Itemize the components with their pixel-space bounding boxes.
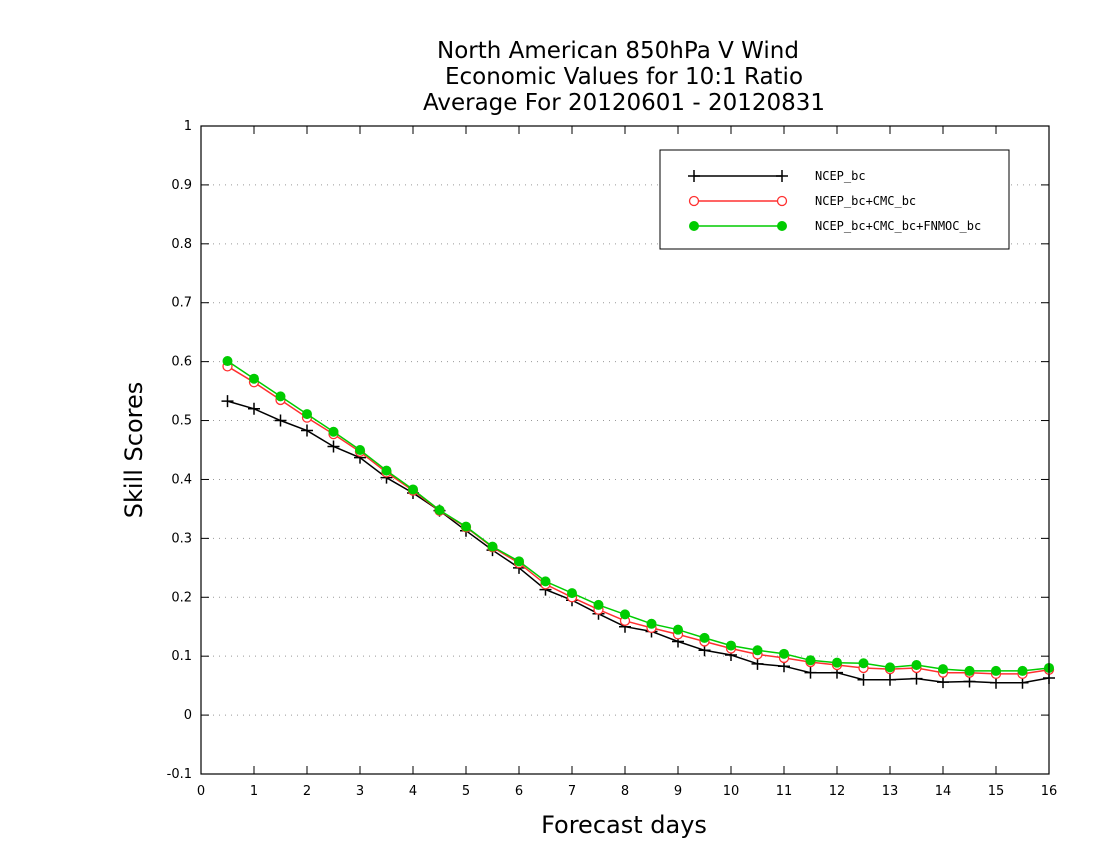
series-layer bbox=[221, 356, 1055, 689]
legend-label: NCEP_bc bbox=[815, 169, 866, 183]
data-point bbox=[248, 402, 260, 415]
legend-entry: NCEP_bc+CMC_bc bbox=[688, 194, 916, 208]
y-tick-label: 0.1 bbox=[171, 649, 192, 664]
x-tick-label: 13 bbox=[882, 784, 899, 799]
data-point bbox=[274, 414, 287, 427]
x-axis-label: Forecast days bbox=[541, 811, 707, 839]
legend-label: NCEP_bc+CMC_bc+FNMOC_bc bbox=[815, 219, 981, 233]
data-point bbox=[593, 599, 604, 610]
data-point bbox=[381, 465, 392, 476]
data-point bbox=[832, 657, 842, 668]
x-tick-label: 2 bbox=[303, 784, 311, 799]
data-point bbox=[620, 609, 630, 620]
data-point bbox=[1017, 665, 1028, 676]
data-point bbox=[221, 395, 234, 408]
x-tick-label: 12 bbox=[829, 784, 846, 799]
legend: NCEP_bc NCEP_bc+CMC_bc NCEP_bc+CMC_bc+FNMO… bbox=[659, 149, 1010, 250]
data-point bbox=[434, 505, 445, 516]
data-point bbox=[688, 170, 700, 182]
data-point bbox=[567, 588, 577, 599]
data-point bbox=[275, 391, 286, 402]
data-point bbox=[328, 426, 339, 437]
data-point bbox=[752, 645, 763, 656]
y-tick-label: -0.1 bbox=[167, 767, 192, 782]
data-point bbox=[461, 521, 471, 532]
series-3 bbox=[222, 356, 1054, 676]
y-tick-label: 0.3 bbox=[171, 531, 192, 546]
data-point bbox=[408, 484, 418, 495]
data-point bbox=[937, 676, 949, 689]
y-tick-label: 0.2 bbox=[171, 590, 192, 605]
data-point bbox=[688, 195, 700, 207]
y-axis-label: Skill Scores bbox=[120, 382, 148, 519]
y-tick-label: 0.8 bbox=[171, 237, 192, 252]
data-point bbox=[776, 170, 788, 182]
x-tick-label: 7 bbox=[568, 784, 576, 799]
data-point bbox=[779, 648, 789, 659]
legend-label: NCEP_bc+CMC_bc bbox=[815, 194, 916, 208]
data-point bbox=[910, 672, 923, 685]
x-tick-label: 5 bbox=[462, 784, 470, 799]
data-point bbox=[857, 673, 870, 686]
data-point bbox=[301, 424, 313, 437]
data-point bbox=[804, 666, 817, 679]
data-point bbox=[689, 221, 699, 231]
data-point bbox=[673, 624, 683, 635]
y-tick-label: 0.7 bbox=[171, 296, 192, 311]
x-tick-label: 3 bbox=[356, 784, 364, 799]
data-point bbox=[777, 221, 787, 231]
x-tick-label: 4 bbox=[409, 784, 417, 799]
data-point bbox=[726, 640, 736, 651]
data-point bbox=[355, 445, 365, 455]
x-axis-ticks: 0 1 2 3 4 5 6 7 8 9 10 11 12 13 14 15 16 bbox=[197, 126, 1057, 799]
data-point bbox=[302, 409, 312, 420]
x-tick-label: 9 bbox=[674, 784, 682, 799]
data-point bbox=[858, 658, 869, 669]
data-point bbox=[991, 665, 1001, 676]
chart-title-line-3: Average For 20120601 - 20120831 bbox=[423, 90, 825, 116]
data-point bbox=[222, 356, 233, 367]
data-point bbox=[911, 660, 922, 671]
chart-title-line-1: North American 850hPa V Wind bbox=[437, 38, 799, 64]
data-point bbox=[327, 440, 340, 453]
data-point bbox=[249, 373, 259, 384]
chart-title-line-2: Economic Values for 10:1 Ratio bbox=[445, 64, 803, 90]
data-point bbox=[884, 673, 896, 686]
data-point bbox=[938, 664, 948, 675]
y-tick-label: 0.6 bbox=[171, 355, 192, 370]
data-point bbox=[514, 556, 524, 567]
y-tick-label: 0.5 bbox=[171, 414, 192, 429]
x-tick-label: 8 bbox=[621, 784, 629, 799]
data-point bbox=[487, 541, 498, 552]
data-point bbox=[776, 195, 788, 207]
y-tick-label: 1 bbox=[184, 119, 192, 134]
plot-frame bbox=[200, 125, 1050, 775]
x-tick-label: 1 bbox=[250, 784, 258, 799]
x-tick-label: 10 bbox=[723, 784, 740, 799]
data-point bbox=[646, 618, 657, 629]
x-tick-label: 15 bbox=[988, 784, 1005, 799]
data-point bbox=[805, 655, 816, 666]
data-point bbox=[751, 657, 764, 670]
y-tick-label: 0.9 bbox=[171, 178, 192, 193]
data-point bbox=[699, 632, 710, 643]
x-tick-label: 0 bbox=[197, 784, 205, 799]
legend-box bbox=[659, 149, 1010, 250]
x-tick-label: 11 bbox=[776, 784, 793, 799]
data-point bbox=[540, 576, 551, 587]
x-tick-label: 6 bbox=[515, 784, 523, 799]
data-point bbox=[885, 662, 895, 673]
legend-entry: NCEP_bc+CMC_bc+FNMOC_bc bbox=[689, 219, 981, 233]
y-tick-label: 0 bbox=[184, 708, 192, 723]
y-axis-ticks: -0.1 0 0.1 0.2 0.3 0.4 0.5 0.6 0.7 0.8 0.9 1 bbox=[167, 119, 1049, 782]
x-tick-label: 16 bbox=[1041, 784, 1058, 799]
x-tick-label: 14 bbox=[935, 784, 952, 799]
legend-entry: NCEP_bc bbox=[688, 169, 866, 183]
y-tick-label: 0.4 bbox=[171, 472, 192, 487]
data-point bbox=[964, 665, 975, 676]
